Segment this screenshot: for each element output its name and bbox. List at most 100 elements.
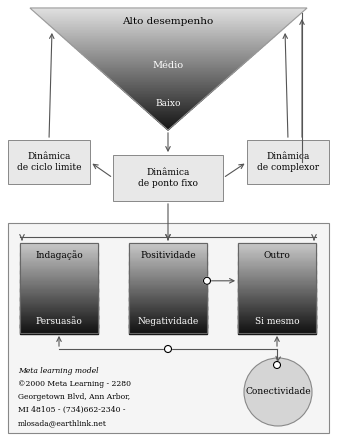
Bar <box>20 257 98 258</box>
Bar <box>20 293 98 295</box>
Bar <box>238 300 316 302</box>
Bar <box>129 271 207 273</box>
Bar <box>238 296 316 297</box>
Polygon shape <box>161 124 175 125</box>
Bar <box>238 317 316 319</box>
Bar <box>129 321 207 322</box>
Bar <box>20 247 98 249</box>
Bar <box>129 311 207 312</box>
Polygon shape <box>147 112 189 113</box>
Bar <box>238 283 316 285</box>
Bar <box>238 323 316 325</box>
Bar <box>129 305 207 307</box>
Polygon shape <box>127 93 210 95</box>
Bar <box>238 311 316 313</box>
Bar <box>238 269 316 271</box>
Bar <box>113 155 223 201</box>
Bar <box>129 270 207 272</box>
Bar <box>238 278 316 279</box>
Bar <box>238 268 316 269</box>
Circle shape <box>204 277 211 284</box>
Polygon shape <box>73 46 264 48</box>
Bar <box>129 318 207 320</box>
Bar <box>20 326 98 328</box>
Text: Georgetown Blvd, Ann Arbor,: Georgetown Blvd, Ann Arbor, <box>18 393 130 401</box>
Bar <box>238 314 316 315</box>
Bar <box>20 246 98 248</box>
Polygon shape <box>109 78 227 80</box>
Bar <box>129 247 207 249</box>
Bar <box>129 246 207 248</box>
Bar <box>20 321 98 322</box>
Bar <box>20 258 98 259</box>
Bar <box>20 313 98 314</box>
Bar <box>20 287 98 289</box>
Polygon shape <box>146 110 191 112</box>
Bar <box>129 325 207 327</box>
Bar <box>129 283 207 285</box>
Polygon shape <box>141 106 196 107</box>
Bar <box>129 258 207 259</box>
Bar <box>20 283 98 285</box>
Bar <box>20 304 98 305</box>
Bar <box>238 252 316 254</box>
Bar <box>20 309 98 311</box>
Bar <box>238 290 316 292</box>
Polygon shape <box>35 13 302 14</box>
Bar <box>129 289 207 291</box>
Bar <box>238 293 316 294</box>
Bar <box>238 244 316 246</box>
Bar <box>129 296 207 297</box>
Bar <box>20 324 98 325</box>
Bar <box>238 263 316 265</box>
Text: mlosada@earthlink.net: mlosada@earthlink.net <box>18 419 107 427</box>
Bar <box>20 298 98 300</box>
Bar <box>238 257 316 258</box>
Text: Negatividade: Negatividade <box>137 317 198 325</box>
Bar <box>238 326 316 328</box>
Polygon shape <box>84 55 253 57</box>
Bar <box>129 311 207 313</box>
Polygon shape <box>113 81 224 83</box>
Circle shape <box>164 346 172 353</box>
Polygon shape <box>115 83 222 84</box>
Polygon shape <box>70 43 267 45</box>
Bar <box>129 295 207 297</box>
Bar <box>238 271 316 273</box>
Text: Baixo: Baixo <box>155 99 181 107</box>
Bar <box>129 327 207 329</box>
Polygon shape <box>121 89 215 90</box>
Bar <box>20 270 98 272</box>
Bar <box>20 267 98 268</box>
Bar <box>129 275 207 276</box>
Bar <box>129 301 207 303</box>
Bar <box>20 243 98 245</box>
Bar <box>129 243 207 333</box>
Bar <box>20 275 98 276</box>
Bar <box>238 273 316 275</box>
Bar <box>20 285 98 286</box>
Bar <box>129 255 207 257</box>
Bar <box>20 281 98 283</box>
Bar <box>129 243 207 245</box>
Bar <box>20 308 98 310</box>
Bar <box>238 321 316 322</box>
Bar <box>238 243 316 245</box>
Bar <box>129 322 207 323</box>
Bar <box>238 253 316 255</box>
Text: Conectividade: Conectividade <box>245 388 311 396</box>
Bar <box>20 317 98 319</box>
Bar <box>129 259 207 260</box>
Bar <box>238 267 316 268</box>
Bar <box>238 293 316 295</box>
Polygon shape <box>120 87 217 89</box>
Bar <box>20 262 98 264</box>
Bar <box>238 291 316 293</box>
Polygon shape <box>149 113 187 115</box>
Bar <box>129 280 207 282</box>
Bar <box>129 328 207 330</box>
Bar <box>20 283 98 284</box>
Bar <box>238 325 316 327</box>
Bar <box>129 332 207 333</box>
Bar <box>20 293 98 294</box>
